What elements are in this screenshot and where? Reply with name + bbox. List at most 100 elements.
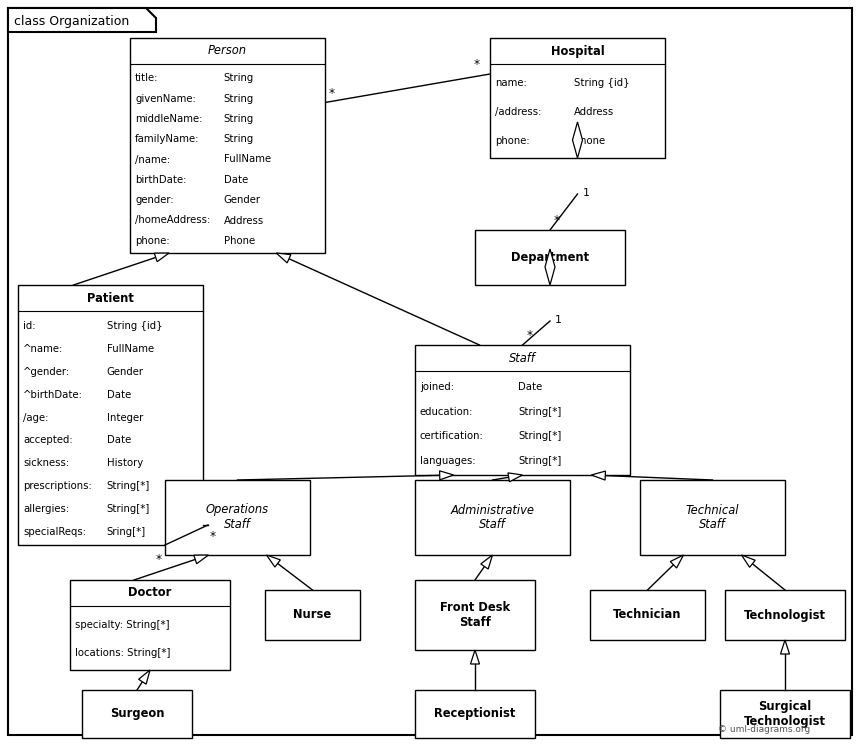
Text: name:: name: [495,78,526,87]
Text: title:: title: [135,73,158,83]
Bar [18,285,203,545]
Text: String[*]: String[*] [107,503,150,514]
Bar [165,480,310,555]
Polygon shape [592,471,605,480]
Text: Sring[*]: Sring[*] [107,527,146,536]
Polygon shape [508,473,523,482]
Text: String[*]: String[*] [107,481,150,491]
Bar [490,38,665,158]
Text: Technologist: Technologist [744,609,826,622]
Text: sickness:: sickness: [23,458,69,468]
Text: Date: Date [224,175,248,185]
Text: givenName:: givenName: [135,93,196,104]
Bar [415,480,570,555]
Text: Integer: Integer [107,412,143,423]
Bar [640,480,785,555]
Text: joined:: joined: [420,382,454,392]
Text: String: String [224,114,254,124]
Text: birthDate:: birthDate: [135,175,187,185]
Text: ^birthDate:: ^birthDate: [23,390,83,400]
Text: Front Desk
Staff: Front Desk Staff [440,601,510,629]
Text: Phone: Phone [574,137,605,146]
Text: locations: String[*]: locations: String[*] [75,648,170,659]
Text: languages:: languages: [420,456,476,465]
Text: String {id}: String {id} [107,321,163,332]
Text: accepted:: accepted: [23,436,72,445]
Text: Surgeon: Surgeon [110,707,164,721]
Text: Patient: Patient [87,291,134,305]
Bar [475,230,625,285]
Text: Administrative
Staff: Administrative Staff [451,503,535,532]
Text: String[*]: String[*] [519,407,562,417]
Text: *: * [526,329,532,342]
Bar [415,690,535,738]
Text: *: * [156,553,162,566]
Text: Hospital: Hospital [550,45,605,58]
Polygon shape [138,670,150,684]
Bar [725,590,845,640]
Bar [82,690,192,738]
Text: Staff: Staff [509,352,536,365]
Text: © uml-diagrams.org: © uml-diagrams.org [718,725,810,734]
Text: specialty: String[*]: specialty: String[*] [75,619,169,630]
Text: String[*]: String[*] [519,456,562,465]
Polygon shape [670,555,684,568]
Text: gender:: gender: [135,195,174,205]
Text: /name:: /name: [135,155,170,164]
Text: /age:: /age: [23,412,48,423]
Text: 1: 1 [582,188,589,198]
Bar [590,590,705,640]
Text: Doctor: Doctor [128,586,172,600]
Text: Operations
Staff: Operations Staff [206,503,269,532]
Text: middleName:: middleName: [135,114,202,124]
Text: class Organization: class Organization [14,14,129,28]
Text: Address: Address [224,215,264,226]
Polygon shape [8,8,156,32]
Text: FullName: FullName [107,344,154,354]
Text: id:: id: [23,321,35,332]
Text: *: * [329,87,335,99]
Text: phone:: phone: [135,236,169,246]
Text: FullName: FullName [224,155,271,164]
Text: String: String [224,93,254,104]
Text: History: History [107,458,143,468]
Polygon shape [470,650,480,664]
Polygon shape [194,555,208,564]
Polygon shape [781,640,789,654]
Text: phone:: phone: [495,137,530,146]
Polygon shape [154,253,169,261]
Text: prescriptions:: prescriptions: [23,481,92,491]
Text: certification:: certification: [420,431,483,441]
Text: *: * [210,530,216,543]
Text: *: * [474,58,480,71]
Text: Date: Date [107,436,131,445]
Text: /address:: /address: [495,107,542,117]
Text: Technician: Technician [613,609,682,622]
Polygon shape [545,249,555,285]
Text: ^gender:: ^gender: [23,367,71,377]
Text: Gender: Gender [224,195,261,205]
Text: String: String [224,134,254,144]
Text: Nurse: Nurse [293,609,332,622]
Text: *: * [554,214,560,227]
Text: Person: Person [208,45,247,58]
Polygon shape [481,555,493,569]
Bar [130,38,325,253]
Text: familyName:: familyName: [135,134,200,144]
Polygon shape [439,471,454,480]
Text: Surgical
Technologist: Surgical Technologist [744,700,826,728]
Text: Receptionist: Receptionist [434,707,516,721]
Text: Department: Department [511,251,589,264]
Text: Phone: Phone [224,236,255,246]
Text: specialReqs:: specialReqs: [23,527,86,536]
Text: Address: Address [574,107,614,117]
Polygon shape [276,253,291,263]
Bar [415,580,535,650]
Bar [720,690,850,738]
Polygon shape [267,555,280,567]
Text: allergies:: allergies: [23,503,69,514]
Polygon shape [741,555,755,567]
Bar [415,345,630,475]
Text: 1: 1 [555,315,562,325]
Text: Technical
Staff: Technical Staff [685,503,740,532]
